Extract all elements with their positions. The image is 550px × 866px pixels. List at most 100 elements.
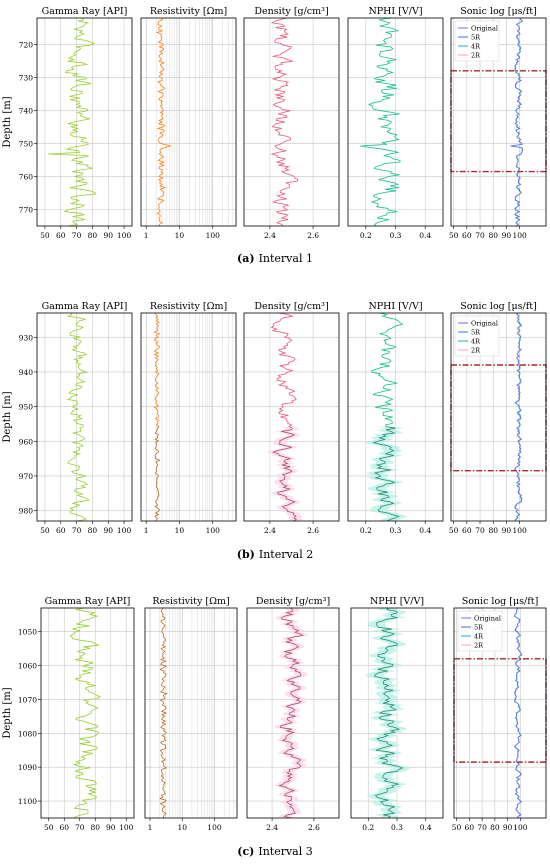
track-title: Resistivity [Ωm]	[150, 6, 227, 17]
track-title: NPHI [V/V]	[368, 6, 422, 17]
predicted-curve	[159, 607, 168, 819]
depth-tick-label: 750	[19, 139, 34, 148]
legend-label: 4R	[471, 338, 481, 346]
x-tick-label: 70	[75, 823, 85, 832]
track-3: NPHI [V/V] 0.2 0.3 0.4	[347, 6, 444, 240]
x-tick-label: 0.3	[391, 823, 403, 832]
x-tick-label: 2.6	[307, 526, 319, 535]
x-tick-label: 50	[40, 231, 50, 240]
caption-letter: (b)	[237, 548, 255, 561]
x-tick-label: 60	[465, 823, 475, 832]
x-tick-label: 0.3	[390, 231, 402, 240]
x-tick-label: 90	[106, 823, 116, 832]
track-frame	[140, 312, 237, 522]
x-tick-label: 80	[90, 823, 100, 832]
depth-tick-label: 760	[19, 172, 34, 181]
x-tick-label: 1	[148, 823, 153, 832]
x-tick-label: 10	[175, 526, 185, 535]
track-frame	[40, 607, 135, 819]
track-0: Gamma Ray [API]50 60 70 80 90 100	[36, 301, 133, 535]
depth-tick-label: 1100	[18, 797, 37, 806]
caption-letter: (c)	[237, 845, 254, 858]
track-frame	[453, 607, 547, 819]
legend-label: 4R	[474, 633, 484, 641]
x-tick-label: 50	[449, 526, 459, 535]
x-tick-label: 60	[56, 526, 66, 535]
x-tick-label: 100	[513, 823, 528, 832]
x-tick-label: 70	[475, 231, 485, 240]
caption-letter: (a)	[237, 252, 255, 265]
caption-a: (a) Interval 1	[237, 252, 313, 265]
x-tick-label: 80	[488, 231, 498, 240]
track-frame	[246, 607, 340, 819]
x-tick-label: 50	[44, 823, 54, 832]
log-curve	[359, 17, 401, 227]
predicted-curve	[373, 607, 404, 819]
track-0: Gamma Ray [API]50 60 70 80 90 100	[40, 596, 135, 832]
x-tick-label: 100	[512, 231, 527, 240]
x-tick-label: 10	[175, 231, 185, 240]
track-2: Density [g/cm³] 2.4 2.6	[243, 301, 340, 535]
log-curve	[48, 17, 97, 227]
track-4: Sonic log [μs/ft] 50 60 70 80 90 100 Original5R…	[449, 6, 547, 240]
depth-tick-label: 940	[19, 368, 34, 377]
x-tick-label: 90	[503, 823, 513, 832]
depth-tick-label: 720	[19, 40, 34, 49]
x-tick-label: 2.4	[266, 823, 278, 832]
track-3: NPHI [V/V] 0.2 0.3 0.4	[350, 596, 444, 832]
legend-label: 2R	[474, 642, 484, 650]
x-tick-label: 2.4	[264, 526, 276, 535]
x-tick-label: 1	[144, 526, 149, 535]
legend-label: 4R	[471, 43, 481, 51]
x-tick-label: 100	[119, 823, 134, 832]
depth-tick-label: 980	[19, 507, 34, 516]
predicted-curve	[154, 426, 161, 522]
log-curve	[510, 17, 523, 227]
depth-tick-label: 930	[19, 333, 34, 342]
caption-c: (c) Interval 3	[237, 845, 313, 858]
depth-tick-label: 1090	[18, 763, 37, 772]
track-1: Resistivity [Ωm] 1 10 100	[144, 596, 238, 832]
track-title: Sonic log [μs/ft]	[460, 301, 537, 312]
track-1: Resistivity [Ωm] 1 10 100	[140, 6, 237, 240]
x-tick-label: 0.2	[360, 526, 372, 535]
x-tick-label: 0.4	[419, 231, 431, 240]
track-frame	[450, 17, 547, 227]
x-tick-label: 70	[477, 823, 487, 832]
log-curve	[66, 312, 90, 522]
caption-b: (b) Interval 2	[237, 548, 314, 561]
x-tick-label: 100	[512, 526, 527, 535]
predicted-curve	[278, 607, 304, 819]
track-title: Gamma Ray [API]	[42, 301, 128, 312]
x-tick-label: 80	[88, 526, 98, 535]
x-tick-label: 60	[56, 231, 66, 240]
x-tick-label: 100	[207, 823, 222, 832]
depth-axis-label: Depth [m]	[2, 391, 13, 442]
log-curve	[155, 17, 171, 227]
track-frame	[243, 312, 340, 522]
legend-label: 2R	[471, 347, 481, 355]
depth-tick-label: 1080	[18, 729, 37, 738]
x-tick-label: 80	[490, 823, 500, 832]
depth-tick-label: 1050	[18, 628, 37, 637]
track-2: Density [g/cm³] 2.4 2.6	[246, 596, 340, 832]
prediction-band	[273, 608, 310, 818]
prediction-band	[365, 608, 412, 818]
sonic-series-original	[514, 312, 523, 522]
legend-label: 2R	[471, 52, 481, 60]
track-title: Sonic log [μs/ft]	[460, 6, 537, 17]
x-tick-label: 0.2	[362, 823, 374, 832]
sonic-series-original	[510, 17, 524, 227]
log-curve	[152, 312, 161, 522]
track-title: Density [g/cm³]	[256, 596, 330, 607]
depth-tick-label: 960	[19, 437, 34, 446]
track-title: Resistivity [Ωm]	[150, 301, 227, 312]
x-tick-label: 100	[117, 526, 132, 535]
x-tick-label: 60	[462, 526, 472, 535]
track-title: NPHI [V/V]	[368, 301, 422, 312]
x-tick-label: 0.2	[360, 231, 372, 240]
track-frame	[243, 17, 340, 227]
track-4: Sonic log [μs/ft] 50 60 70 80 90 100 Original5R…	[449, 301, 547, 535]
